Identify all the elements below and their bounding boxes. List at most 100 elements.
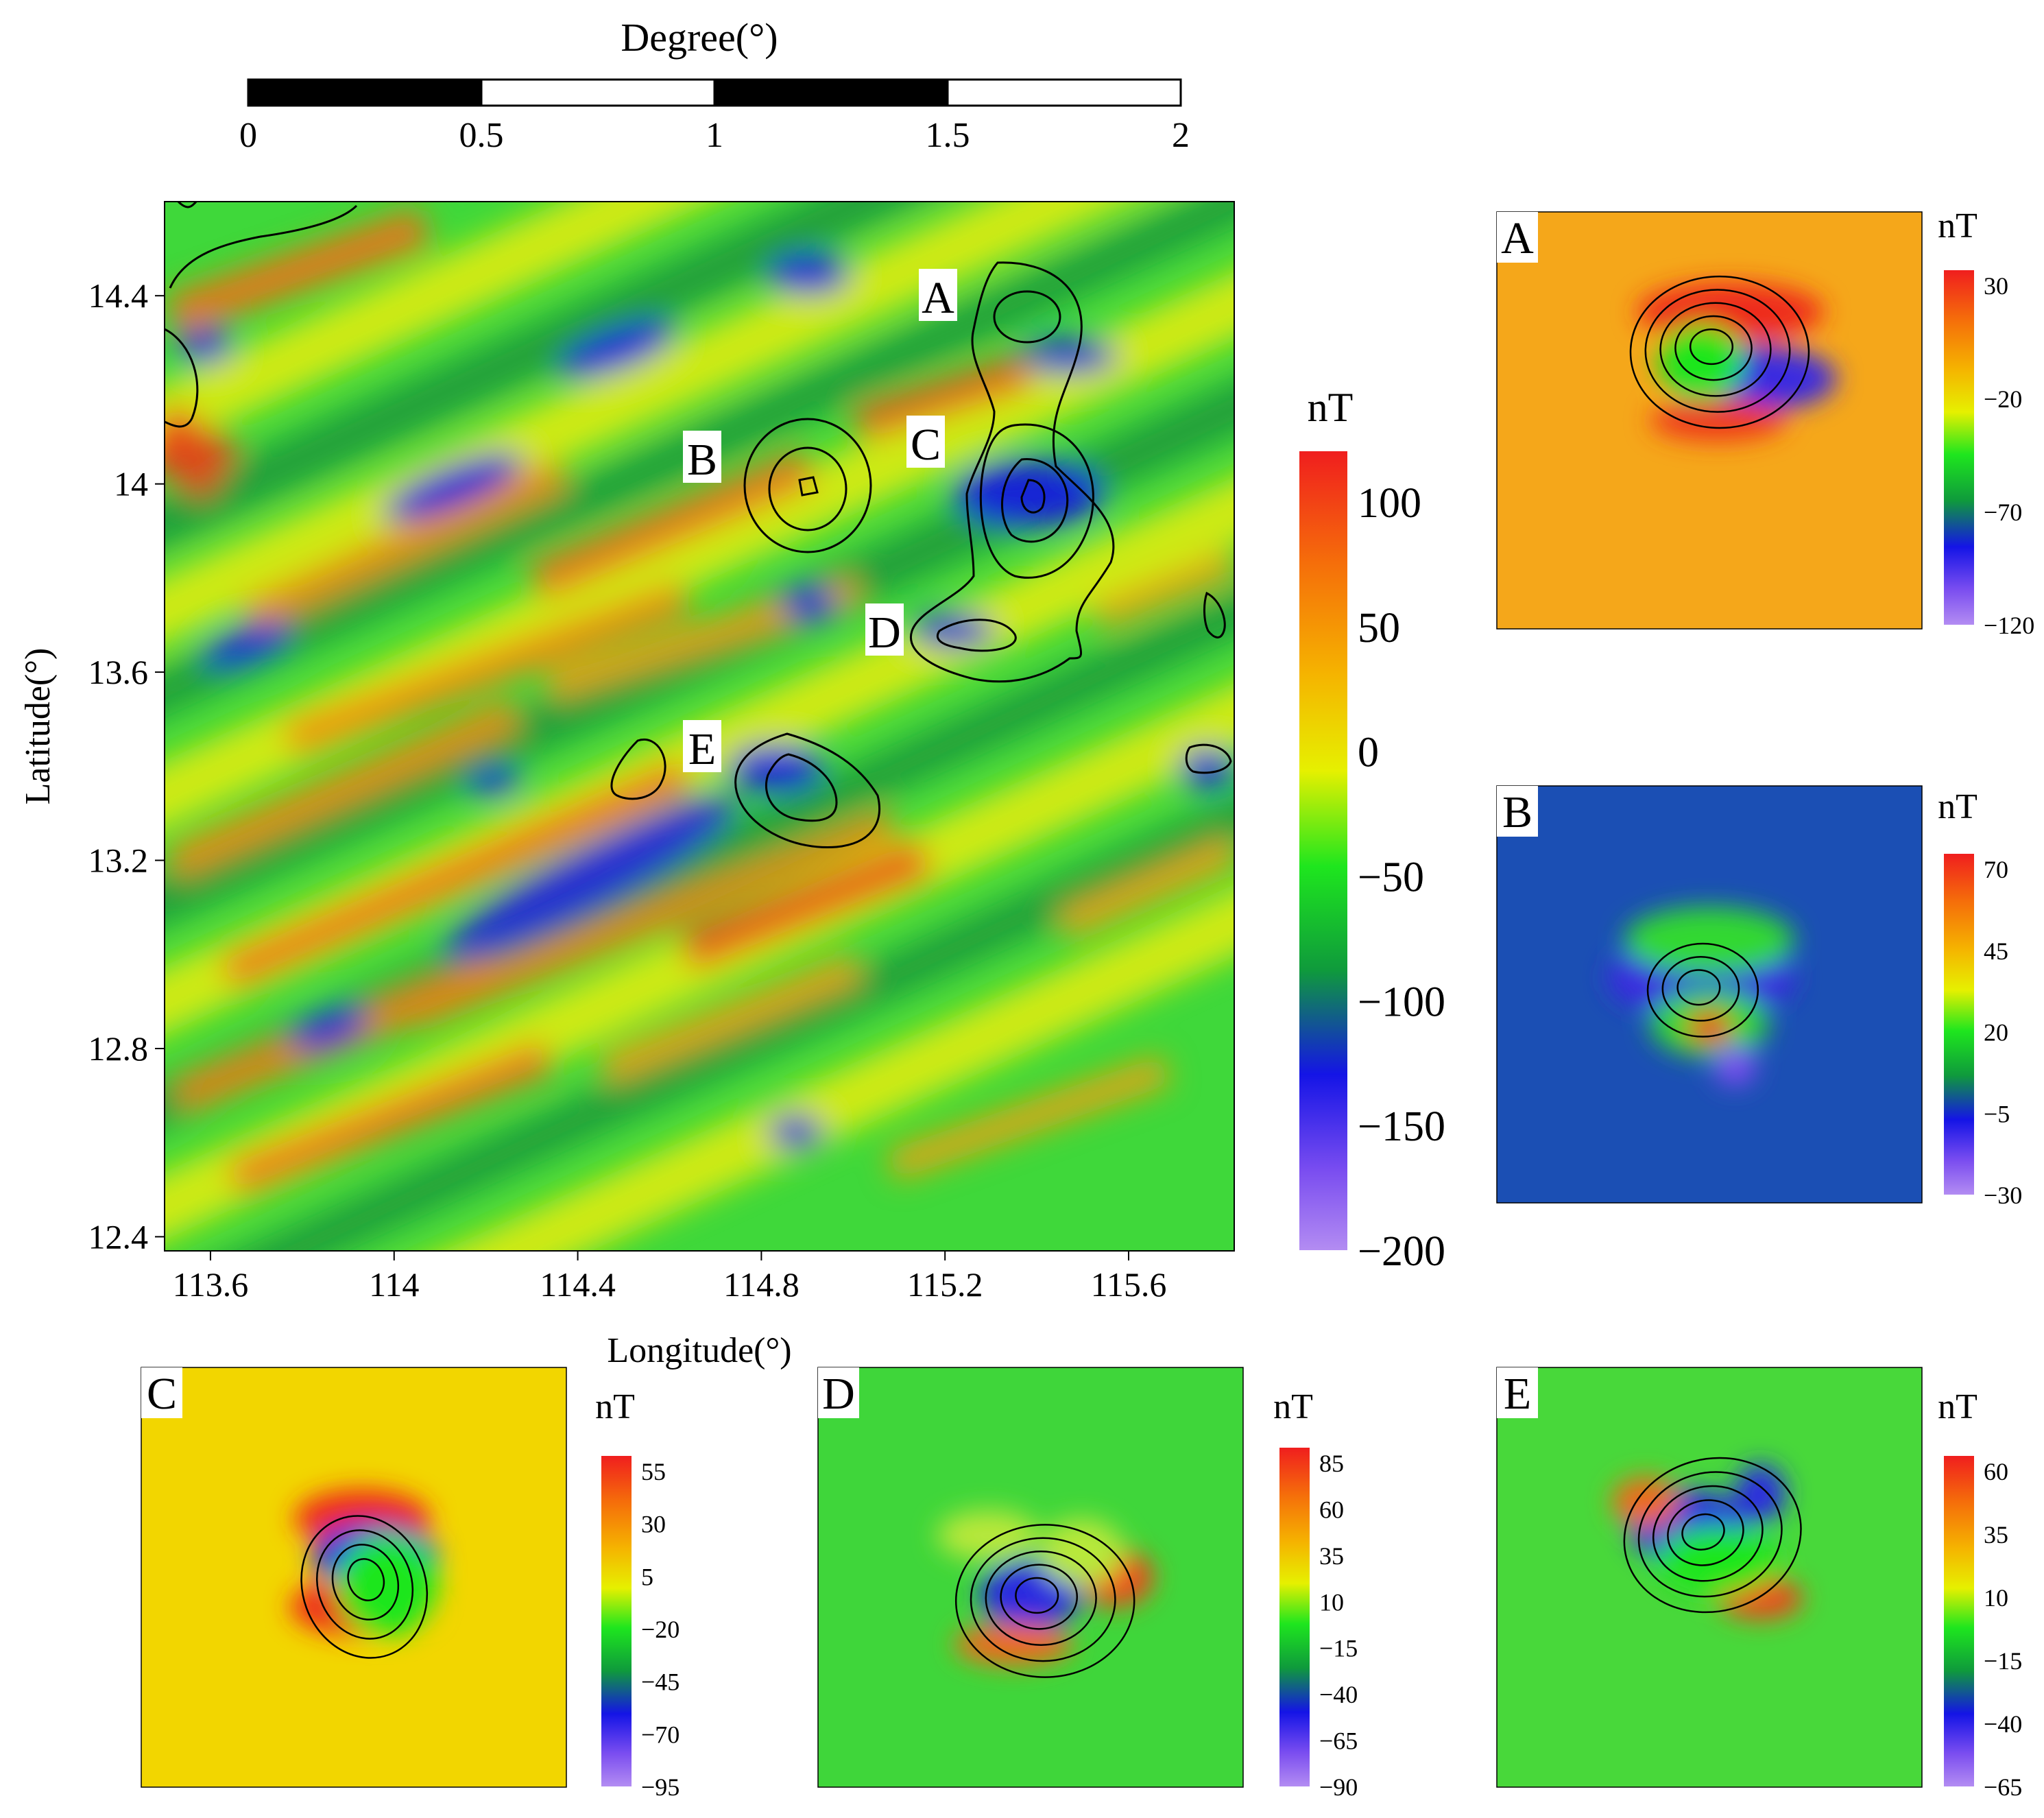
main-map: 113.6 114 114.4 114.8 115.2 115.6 14.4 14 13.6 13… (19, 201, 1235, 1370)
inset-colorbar-unit: nT (1273, 1387, 1313, 1426)
y-tick-label: 14.4 (88, 276, 149, 315)
inset-colorbar-unit: nT (1938, 1387, 1977, 1426)
scale-bar-segment-1 (248, 80, 481, 106)
inset-colorbar-tick-label: −65 (1984, 1773, 2022, 1801)
inset-frame (1496, 211, 1923, 630)
scale-bar-segment-2 (480, 78, 716, 107)
inset-colorbar-gradient (1279, 1448, 1310, 1786)
inset-label: C (147, 1369, 177, 1419)
x-tick-label: 115.6 (1091, 1265, 1167, 1304)
scale-bar-tick-label: 2 (1172, 116, 1190, 155)
main-colorbar-tick-label: −50 (1358, 854, 1424, 901)
main-map-axis-ticks: 113.6 114 114.4 114.8 115.2 115.6 14.4 14 13.6 13… (88, 276, 1167, 1304)
main-map-frame (164, 201, 1235, 1252)
inset-frame (1496, 785, 1923, 1204)
x-tick-label: 114 (369, 1265, 419, 1304)
inset-colorbar-tick-label: −70 (1984, 499, 2022, 526)
main-colorbar: nT 100 50 0 −50 −100 −150 −200 (1299, 385, 1445, 1275)
inset-colorbar-tick-label: −20 (1984, 385, 2022, 413)
inset-colorbar-tick-label: 5 (641, 1563, 653, 1590)
inset-frame (817, 1367, 1244, 1788)
main-colorbar-tick-label: 0 (1358, 730, 1379, 776)
inset-colorbar-tick-label: −15 (1319, 1635, 1358, 1662)
inset-anomaly-field (1607, 907, 1794, 1086)
scale-bar-tick-label: 1 (706, 116, 723, 155)
main-map-anomaly-field (165, 202, 1234, 1251)
inset-colorbar-unit: nT (1938, 787, 1977, 826)
scale-bar: Degree(°) 0 0.5 1 1.5 2 (239, 15, 1190, 155)
anomaly-label-box (919, 269, 957, 321)
inset-colorbar-tick-label: −70 (641, 1721, 680, 1748)
inset-colorbar-tick-label: −40 (1319, 1681, 1358, 1708)
anomaly-label-box (683, 720, 721, 772)
main-colorbar-tick-label: −200 (1358, 1228, 1445, 1275)
inset-colorbar-tick-label: −45 (641, 1669, 680, 1696)
inset-colorbar-unit: nT (1938, 206, 1977, 246)
scale-bar-title: Degree(°) (621, 15, 778, 60)
anomaly-label-b: B (687, 435, 717, 485)
scale-bar-segment-4 (946, 78, 1182, 107)
anomaly-label-box (906, 416, 945, 468)
inset-contours (1629, 275, 1810, 429)
y-tick-label: 12.4 (88, 1217, 149, 1256)
anomaly-label-c: C (911, 420, 941, 470)
inset-colorbar-tick-label: 10 (1319, 1588, 1344, 1616)
main-colorbar-tick-labels: 100 50 0 −50 −100 −150 −200 (1358, 480, 1445, 1275)
inset-colorbar-tick-label: 60 (1319, 1496, 1344, 1523)
main-map-anomaly-labels: A B C D E (683, 269, 957, 774)
inset-colorbar-gradient (601, 1456, 632, 1786)
inset-label-box (1497, 1367, 1538, 1418)
inset-label-box (141, 1367, 182, 1418)
inset-colorbar-tick-label: −40 (1984, 1710, 2022, 1738)
y-tick-label: 14 (114, 465, 148, 503)
inset-colorbar-tick-label: 10 (1984, 1584, 2008, 1612)
inset-label-box (1497, 786, 1538, 837)
anomaly-label-box (683, 431, 721, 483)
inset-contours (954, 1524, 1135, 1678)
inset-colorbar-tick-label: 35 (1984, 1521, 2008, 1548)
main-colorbar-tick-label: −150 (1358, 1103, 1445, 1150)
main-map-contours (165, 202, 1232, 849)
inset-colorbar-gradient (1944, 270, 1974, 625)
inset-label: E (1504, 1369, 1531, 1419)
inset-colorbar-tick-label: −90 (1319, 1773, 1358, 1801)
inset-label: D (822, 1369, 855, 1419)
inset-colorbar-gradient (1944, 1456, 1974, 1786)
inset-colorbar-tick-label: 85 (1319, 1450, 1344, 1477)
main-colorbar-tick-label: 100 (1358, 480, 1421, 527)
anomaly-label-d: D (868, 608, 901, 658)
inset-frame (1496, 1367, 1923, 1788)
inset-label: A (1501, 213, 1534, 263)
inset-colorbar-tick-label: −65 (1319, 1727, 1358, 1755)
scale-bar-frame (247, 78, 1182, 107)
inset-colorbar-tick-label: −20 (641, 1616, 680, 1643)
inset-colorbar-tick-label: −95 (641, 1773, 680, 1801)
inset-colorbar-tick-label: 30 (641, 1511, 666, 1538)
inset-colorbar-tick-label: 30 (1984, 272, 2008, 300)
inset-frame (141, 1367, 567, 1788)
main-map-y-axis-label: Latitude(°) (19, 648, 58, 805)
y-tick-label: 12.8 (88, 1029, 149, 1068)
scale-bar-tick-label: 1.5 (926, 116, 970, 155)
inset-contours (300, 1515, 429, 1659)
inset-colorbar-tick-label: 20 (1984, 1019, 2008, 1046)
scale-bar-tick-label: 0 (239, 116, 257, 155)
inset-colorbar-unit: nT (595, 1387, 635, 1426)
anomaly-label-a: A (922, 273, 954, 323)
inset-colorbar-tick-label: 60 (1984, 1458, 2008, 1485)
scale-bar-tick-labels: 0 0.5 1 1.5 2 (239, 116, 1190, 155)
x-tick-label: 114.4 (540, 1265, 616, 1304)
main-colorbar-tick-label: 50 (1358, 605, 1400, 651)
x-tick-label: 114.8 (723, 1265, 799, 1304)
inset-colorbar-tick-label: 70 (1984, 856, 2008, 883)
main-colorbar-gradient (1299, 451, 1347, 1250)
scale-bar-tick-label: 0.5 (459, 116, 504, 155)
inset-colorbar-tick-label: 35 (1319, 1542, 1344, 1570)
y-tick-label: 13.6 (88, 653, 149, 691)
inset-colorbar-tick-label: −5 (1984, 1100, 2010, 1127)
